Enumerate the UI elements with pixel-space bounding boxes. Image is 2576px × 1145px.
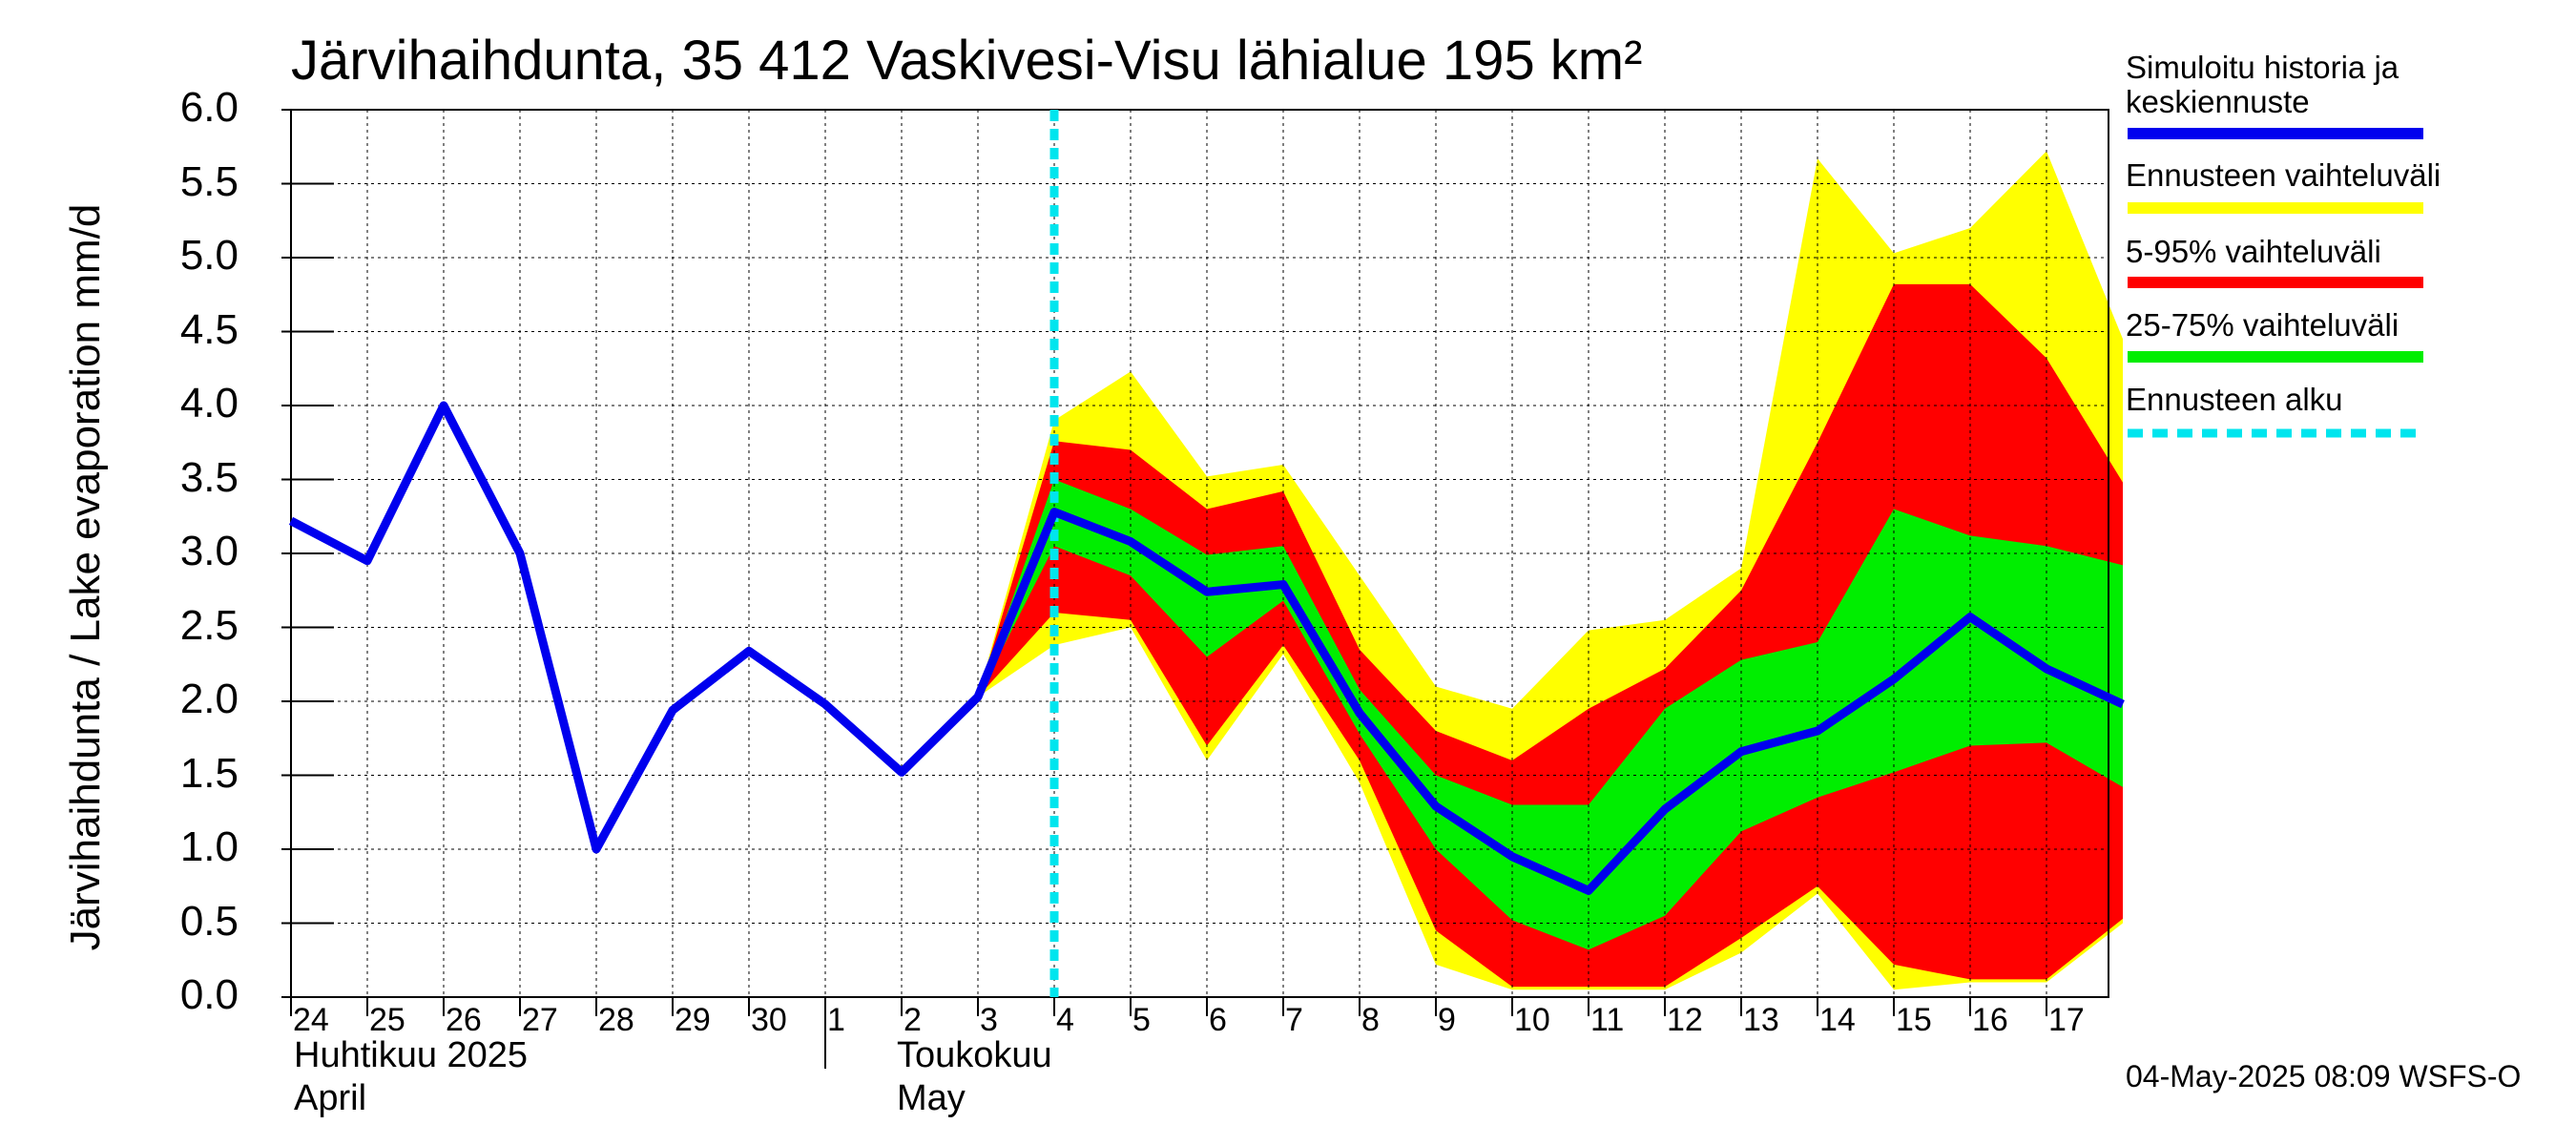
ytick-label: 2.0: [179, 676, 239, 722]
legend-label-mean-line2: keskiennuste: [2126, 84, 2310, 119]
ytick-label: 4.5: [179, 305, 239, 353]
xtick-label: 15: [1896, 1002, 1932, 1038]
chart-title: Järvihaihdunta, 35 412 Vaskivesi-Visu lä…: [291, 30, 1643, 92]
month-label-may-fi: Toukokuu: [897, 1035, 1052, 1075]
xtick-label: 9: [1438, 1002, 1456, 1038]
legend-label-mean-line1: Simuloitu historia ja: [2126, 50, 2399, 85]
legend-label-5-95: 5-95% vaihteluväli: [2126, 234, 2381, 269]
month-label-april-en: April: [294, 1078, 367, 1118]
xtick-label: 27: [522, 1002, 558, 1038]
xtick-label: 16: [1972, 1002, 2008, 1038]
xtick-label: 6: [1209, 1002, 1227, 1038]
band-1: [978, 283, 2123, 988]
xtick-label: 25: [369, 1002, 405, 1038]
xtick-label: 17: [2048, 1002, 2085, 1038]
xtick-label: 10: [1514, 1002, 1550, 1038]
legend-label-25-75: 25-75% vaihteluväli: [2126, 307, 2399, 343]
xtick-label: 5: [1132, 1002, 1151, 1038]
xtick-label: 13: [1743, 1002, 1779, 1038]
month-label-april-fi: Huhtikuu 2025: [294, 1035, 529, 1075]
xtick-label: 2: [904, 1002, 922, 1038]
xtick-label: 8: [1361, 1002, 1380, 1038]
xtick-label: 24: [293, 1002, 329, 1038]
xtick-label: 29: [675, 1002, 711, 1038]
ytick-label: 4.0: [179, 380, 239, 427]
series-line-0: [288, 401, 2125, 895]
ytick-label: 1.0: [179, 823, 239, 870]
xtick-label: 12: [1667, 1002, 1703, 1038]
xtick-label: 30: [751, 1002, 787, 1038]
xtick-label: 28: [598, 1002, 634, 1038]
ytick-label: 1.5: [179, 749, 239, 797]
xtick-label: 4: [1056, 1002, 1074, 1038]
ytick-label: 3.5: [179, 453, 239, 501]
ytick-label: 2.5: [179, 601, 239, 649]
xtick-label: 14: [1819, 1002, 1856, 1038]
footer-timestamp: 04-May-2025 08:09 WSFS-O: [2126, 1059, 2522, 1093]
legend-label-forecast-range: Ennusteen vaihteluväli: [2126, 157, 2441, 193]
ytick-label: 5.5: [179, 157, 239, 205]
month-label-may-en: May: [897, 1078, 966, 1118]
ytick-label: 0.5: [179, 897, 239, 945]
ytick-label: 3.0: [179, 528, 239, 574]
band-2: [978, 479, 2123, 950]
ytick-label: 5.0: [179, 232, 239, 279]
ytick-label: 6.0: [179, 84, 239, 131]
xtick-label: 1: [827, 1002, 845, 1038]
xtick-label: 3: [980, 1002, 998, 1038]
ytick-label: 0.0: [179, 971, 239, 1018]
xtick-label: 26: [446, 1002, 482, 1038]
xtick-label: 7: [1285, 1002, 1303, 1038]
legend-label-forecast-start: Ennusteen alku: [2126, 382, 2343, 417]
xtick-label: 11: [1590, 1002, 1625, 1038]
